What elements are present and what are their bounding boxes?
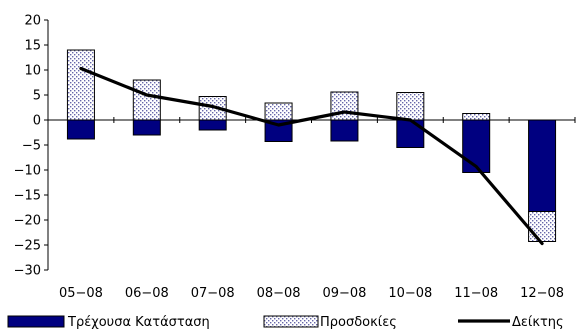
x-tick-label: 05−08: [59, 286, 103, 301]
line-point-11-08: [475, 165, 477, 168]
y-tick-label: 10: [24, 64, 41, 79]
line-point-05-08: [80, 67, 82, 70]
y-tick-label: −30: [14, 264, 41, 279]
y-tick-label: −25: [14, 239, 41, 254]
legend-swatch-current: [7, 315, 65, 328]
x-tick-label: 08−08: [257, 286, 301, 301]
bar-expectations-05-08: [66, 49, 95, 121]
series-line-index: [79, 66, 544, 246]
legend-swatch-expectations: [263, 315, 319, 328]
legend-label-current: Τρέχουσα Κατάσταση: [67, 315, 210, 330]
bar-current-07-08: [198, 119, 227, 131]
x-tick-label: 06−08: [125, 286, 169, 301]
line-point-06-08: [146, 94, 148, 96]
y-tick-label: 5: [33, 89, 41, 104]
y-tick-label: 20: [24, 14, 41, 29]
legend-label-expectations: Προσδοκίες: [320, 315, 397, 330]
x-tick-label: 09−08: [322, 286, 366, 301]
bar-expectations-08-08: [264, 102, 293, 121]
x-tick-label: 07−08: [191, 286, 235, 301]
y-tick-label: −5: [22, 139, 41, 154]
bar-current-12-08: [528, 119, 557, 212]
x-tick-label: 12−08: [520, 286, 564, 301]
x-tick-label: 11−08: [454, 286, 498, 301]
bar-expectations-09-08: [330, 91, 359, 121]
bar-current-05-08: [66, 119, 95, 140]
y-tick-label: −10: [14, 164, 41, 179]
bar-current-06-08: [132, 119, 161, 136]
bar-expectations-12-08: [528, 211, 557, 242]
x-tick-label: 10−08: [388, 286, 432, 301]
y-tick-label: 15: [24, 39, 41, 54]
y-tick-label: 0: [33, 114, 41, 129]
bar-expectations-06-08: [132, 79, 161, 121]
line-point-09-08: [343, 111, 346, 113]
legend-label-index: Δείκτης: [512, 315, 564, 330]
bar-current-10-08: [396, 119, 425, 148]
line-point-10-08: [409, 119, 412, 121]
line-point-08-08: [277, 124, 280, 126]
bar-current-09-08: [330, 119, 359, 142]
line-point-12-08: [541, 242, 543, 245]
bar-expectations-10-08: [396, 92, 425, 121]
bar-expectations-11-08: [462, 113, 491, 121]
y-tick-label: −20: [14, 214, 41, 229]
y-tick-label: −15: [14, 189, 41, 204]
line-point-07-08: [211, 105, 214, 108]
